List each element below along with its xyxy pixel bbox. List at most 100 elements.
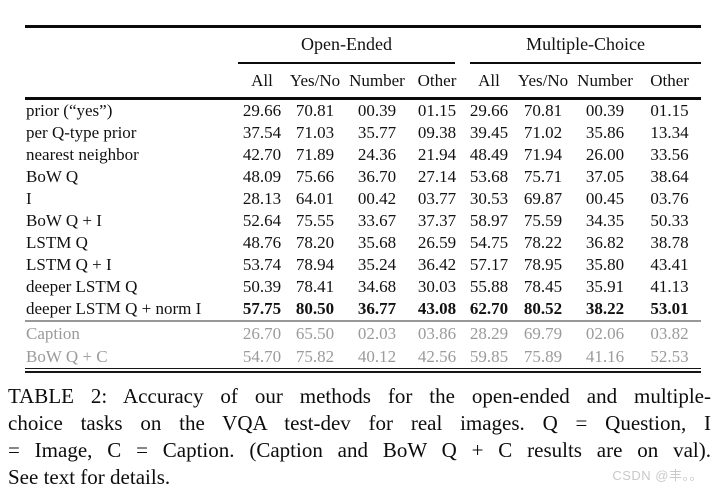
value-cell: 78.45 bbox=[523, 277, 563, 296]
value-cell: 75.59 bbox=[523, 211, 563, 230]
value-cell: 29.66 bbox=[469, 101, 509, 120]
group-header-row: Open-Ended Multiple-Choice bbox=[25, 27, 702, 65]
value-cell: 13.34 bbox=[650, 123, 689, 142]
value-cell: 00.45 bbox=[585, 189, 625, 208]
value-cell: 57.17 bbox=[469, 255, 509, 274]
group-header-open-ended: Open-Ended bbox=[238, 27, 464, 64]
value-cell: 50.39 bbox=[242, 277, 282, 296]
value-cell: 36.70 bbox=[357, 167, 397, 186]
value-cell: 48.49 bbox=[469, 145, 509, 164]
caption-line: choice tasks on the VQA test-dev for rea… bbox=[8, 411, 711, 435]
value-cell: 50.33 bbox=[650, 211, 689, 230]
value-cell: 80.52 bbox=[523, 299, 563, 318]
row-label: BoW Q bbox=[26, 167, 79, 186]
corner-cell bbox=[25, 27, 238, 65]
caption-line: TABLE 2: Accuracy of our methods for the… bbox=[8, 384, 711, 408]
value-cell: 39.45 bbox=[469, 123, 509, 142]
value-cell: 58.97 bbox=[469, 211, 509, 230]
value-cell: 34.35 bbox=[585, 211, 625, 230]
table-row: deeper LSTM Q + norm I 57.75 80.50 36.77 43.… bbox=[25, 298, 701, 321]
column-header: Yes/No bbox=[514, 64, 573, 100]
value-cell: 78.95 bbox=[523, 255, 563, 274]
value-cell: 38.78 bbox=[650, 233, 689, 252]
value-cell: 03.86 bbox=[410, 320, 465, 345]
value-cell: 55.88 bbox=[469, 277, 509, 296]
row-label: LSTM Q bbox=[26, 233, 88, 252]
value-cell: 41.13 bbox=[650, 277, 689, 296]
column-header: Other bbox=[638, 64, 702, 100]
row-label: LSTM Q + I bbox=[26, 255, 112, 274]
table-wrapper: Open-Ended Multiple-Choice All Yes/No Nu… bbox=[25, 25, 702, 373]
value-cell: 57.75 bbox=[242, 299, 282, 318]
value-cell: 00.39 bbox=[585, 101, 625, 120]
caption-line: See text for details. bbox=[8, 465, 171, 489]
value-cell: 33.56 bbox=[650, 145, 689, 164]
value-cell: 36.42 bbox=[417, 255, 457, 274]
table-caption: TABLE 2: Accuracy of our methods for the… bbox=[8, 383, 711, 491]
group-label: Open-Ended bbox=[238, 34, 456, 64]
value-cell: 02.03 bbox=[344, 320, 410, 345]
value-cell: 33.67 bbox=[357, 211, 397, 230]
column-header: Yes/No bbox=[286, 64, 344, 100]
value-cell: 28.29 bbox=[464, 320, 515, 345]
value-cell: 35.91 bbox=[585, 277, 625, 296]
value-cell: 27.14 bbox=[417, 167, 457, 186]
results-table: Open-Ended Multiple-Choice All Yes/No Nu… bbox=[25, 25, 702, 368]
row-label: per Q-type prior bbox=[26, 123, 137, 142]
column-header: All bbox=[464, 64, 515, 100]
table-row: BoW Q + I 52.64 75.55 33.67 37.37 58.97 75.59 3… bbox=[25, 210, 701, 232]
table-row: deeper LSTM Q 50.39 78.41 34.68 30.03 55.88 78… bbox=[25, 276, 701, 298]
value-cell: 09.38 bbox=[417, 123, 457, 142]
table-row: nearest neighbor 42.70 71.89 24.36 21.94 48.4… bbox=[25, 144, 701, 166]
value-cell: 38.64 bbox=[650, 167, 689, 186]
value-cell: 78.20 bbox=[295, 233, 335, 252]
value-cell: 75.55 bbox=[295, 211, 335, 230]
value-cell: 35.68 bbox=[357, 233, 397, 252]
row-label: BoW Q + C bbox=[26, 346, 108, 366]
value-cell: 21.94 bbox=[417, 145, 457, 164]
value-cell: 03.82 bbox=[638, 320, 702, 345]
value-cell: 37.54 bbox=[242, 123, 282, 142]
value-cell: 24.36 bbox=[357, 145, 397, 164]
column-header: Number bbox=[572, 64, 639, 100]
value-cell: 71.89 bbox=[295, 145, 335, 164]
value-cell: 42.56 bbox=[417, 346, 457, 366]
value-cell: 78.22 bbox=[523, 233, 563, 252]
value-cell: 37.37 bbox=[417, 211, 457, 230]
value-cell: 41.16 bbox=[585, 346, 625, 366]
row-label: prior (“yes”) bbox=[26, 101, 113, 120]
row-label: I bbox=[26, 189, 32, 208]
value-cell: 01.15 bbox=[650, 101, 689, 120]
column-header: Number bbox=[344, 64, 410, 100]
value-cell: 35.86 bbox=[585, 123, 625, 142]
value-cell: 01.15 bbox=[417, 101, 457, 120]
value-cell: 00.42 bbox=[357, 189, 397, 208]
value-cell: 78.41 bbox=[295, 277, 335, 296]
value-cell: 54.75 bbox=[469, 233, 509, 252]
table-row: LSTM Q + I 53.74 78.94 35.24 36.42 57.17 78.95… bbox=[25, 254, 701, 276]
csdn-watermark: CSDN @丰。。 bbox=[612, 468, 703, 483]
value-cell: 34.68 bbox=[357, 277, 397, 296]
table-row: BoW Q + C 54.70 75.82 40.12 42.56 59.85 75.89 4… bbox=[25, 345, 701, 368]
value-cell: 53.01 bbox=[650, 299, 689, 318]
value-cell: 43.08 bbox=[417, 299, 457, 318]
value-cell: 70.81 bbox=[295, 101, 335, 120]
group-header-multiple-choice: Multiple-Choice bbox=[464, 27, 702, 64]
value-cell: 28.13 bbox=[242, 189, 282, 208]
value-cell: 80.50 bbox=[295, 299, 335, 318]
value-cell: 52.53 bbox=[650, 346, 689, 366]
value-cell: 26.70 bbox=[238, 320, 286, 345]
value-cell: 52.64 bbox=[242, 211, 282, 230]
value-cell: 35.80 bbox=[585, 255, 625, 274]
table-row: per Q-type prior 37.54 71.03 35.77 09.38 39.4… bbox=[25, 122, 701, 144]
value-cell: 02.06 bbox=[572, 320, 639, 345]
value-cell: 26.59 bbox=[417, 233, 457, 252]
row-label: deeper LSTM Q bbox=[26, 277, 138, 296]
value-cell: 75.89 bbox=[523, 346, 563, 366]
value-cell: 03.77 bbox=[417, 189, 457, 208]
value-cell: 78.94 bbox=[295, 255, 335, 274]
value-cell: 71.94 bbox=[523, 145, 563, 164]
value-cell: 42.70 bbox=[242, 145, 282, 164]
value-cell: 36.77 bbox=[357, 299, 397, 318]
value-cell: 69.87 bbox=[523, 189, 563, 208]
